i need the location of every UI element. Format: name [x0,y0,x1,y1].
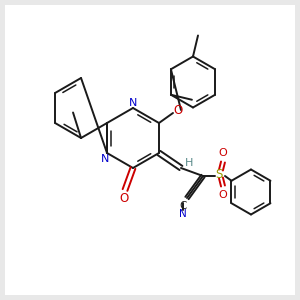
Text: C: C [179,201,187,211]
Text: N: N [179,209,187,219]
Text: O: O [119,191,129,205]
Text: H: H [185,158,193,168]
Text: N: N [101,154,109,164]
Text: O: O [219,190,227,200]
Text: N: N [129,98,137,108]
FancyBboxPatch shape [5,5,295,295]
Text: O: O [173,103,183,116]
Text: S: S [215,167,223,181]
Text: O: O [219,148,227,158]
